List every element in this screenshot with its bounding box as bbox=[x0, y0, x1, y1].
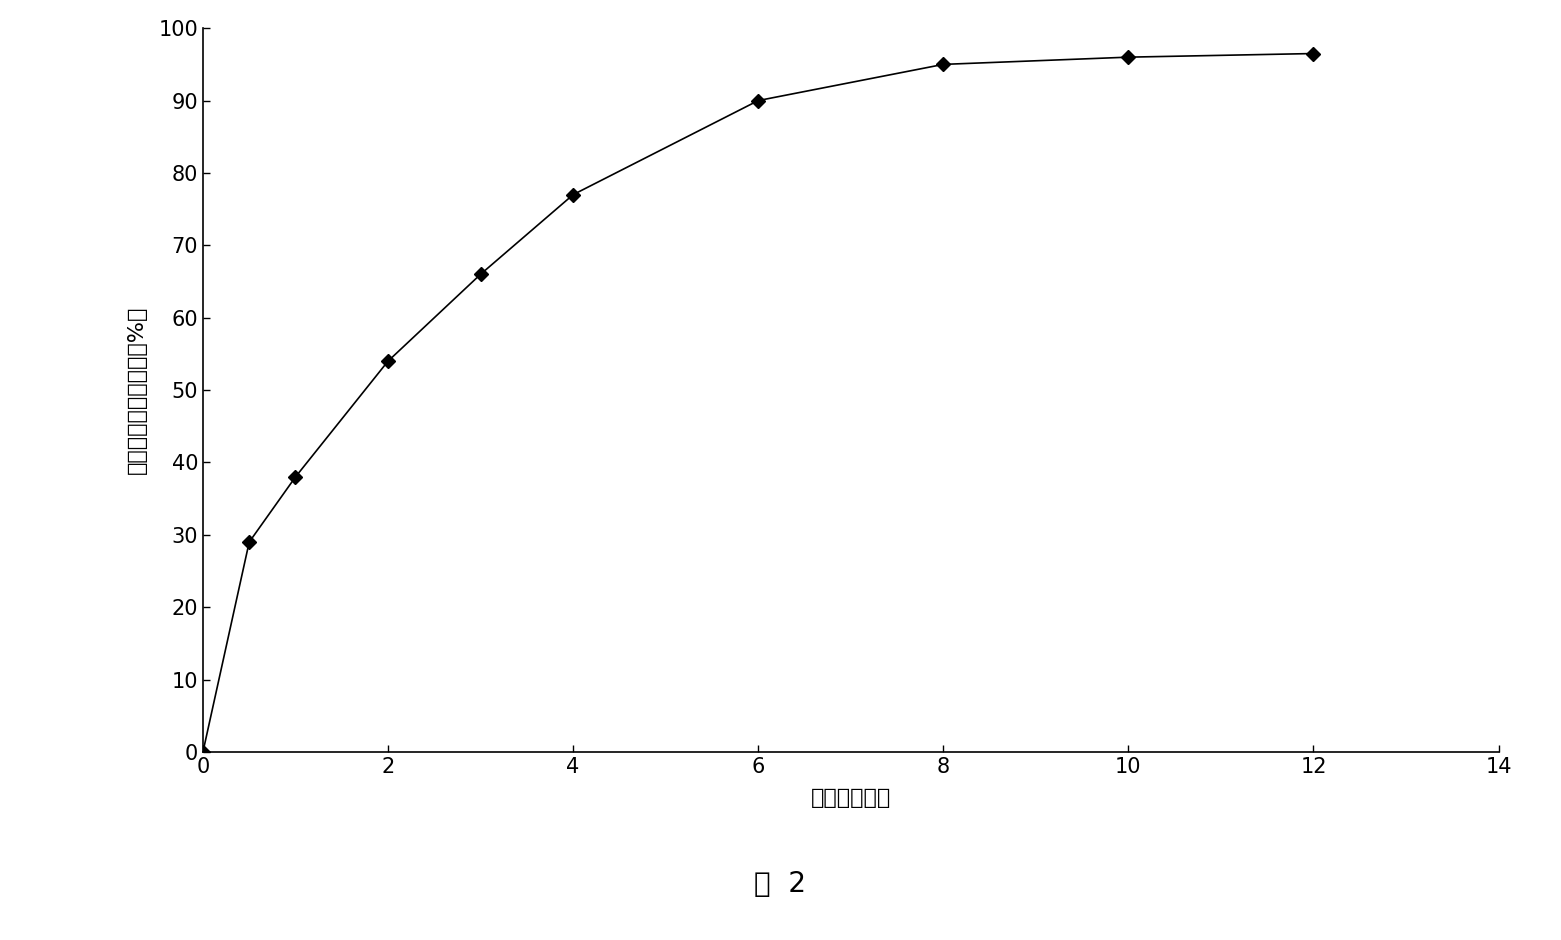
Y-axis label: 药物释放累计百分数（%）: 药物释放累计百分数（%） bbox=[126, 306, 147, 475]
Text: 图  2: 图 2 bbox=[754, 870, 807, 898]
X-axis label: 时间（小时）: 时间（小时） bbox=[810, 788, 891, 808]
